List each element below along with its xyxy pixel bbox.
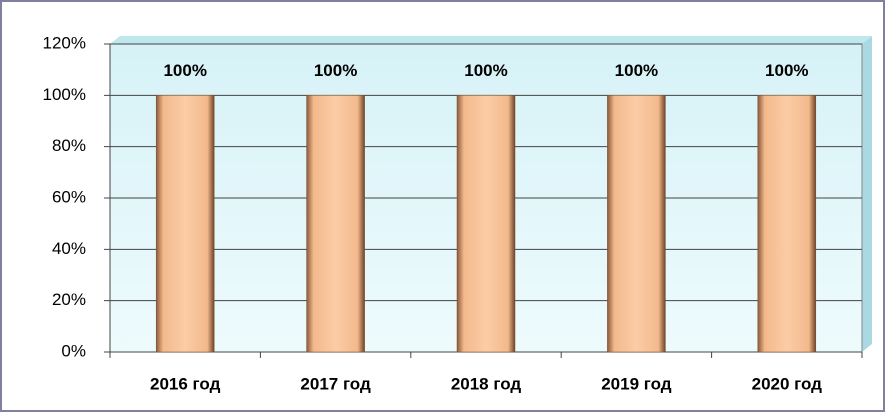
plot-frame-top — [110, 36, 872, 44]
data-label: 100% — [615, 61, 658, 80]
data-label: 100% — [163, 61, 206, 80]
x-tick-label: 2018 год — [451, 374, 522, 393]
data-label: 100% — [314, 61, 357, 80]
bar — [306, 95, 365, 353]
x-tick-label: 2016 год — [150, 374, 221, 393]
data-label: 100% — [765, 61, 808, 80]
x-tick-label: 2017 год — [300, 374, 371, 393]
y-tick-label: 120% — [43, 33, 86, 52]
bar — [456, 95, 516, 353]
y-tick-label: 0% — [61, 341, 86, 360]
x-tick-label: 2019 год — [601, 374, 672, 393]
y-tick-label: 80% — [52, 136, 86, 155]
y-tick-label: 20% — [52, 290, 86, 309]
bar — [757, 95, 817, 353]
plot-frame-side — [862, 36, 872, 352]
bar — [607, 95, 666, 353]
x-tick-label: 2020 год — [752, 374, 823, 393]
y-tick-label: 40% — [52, 239, 86, 258]
y-tick-label: 60% — [52, 187, 86, 206]
y-tick-label: 100% — [43, 85, 86, 104]
bar — [155, 95, 215, 353]
data-label: 100% — [464, 61, 507, 80]
